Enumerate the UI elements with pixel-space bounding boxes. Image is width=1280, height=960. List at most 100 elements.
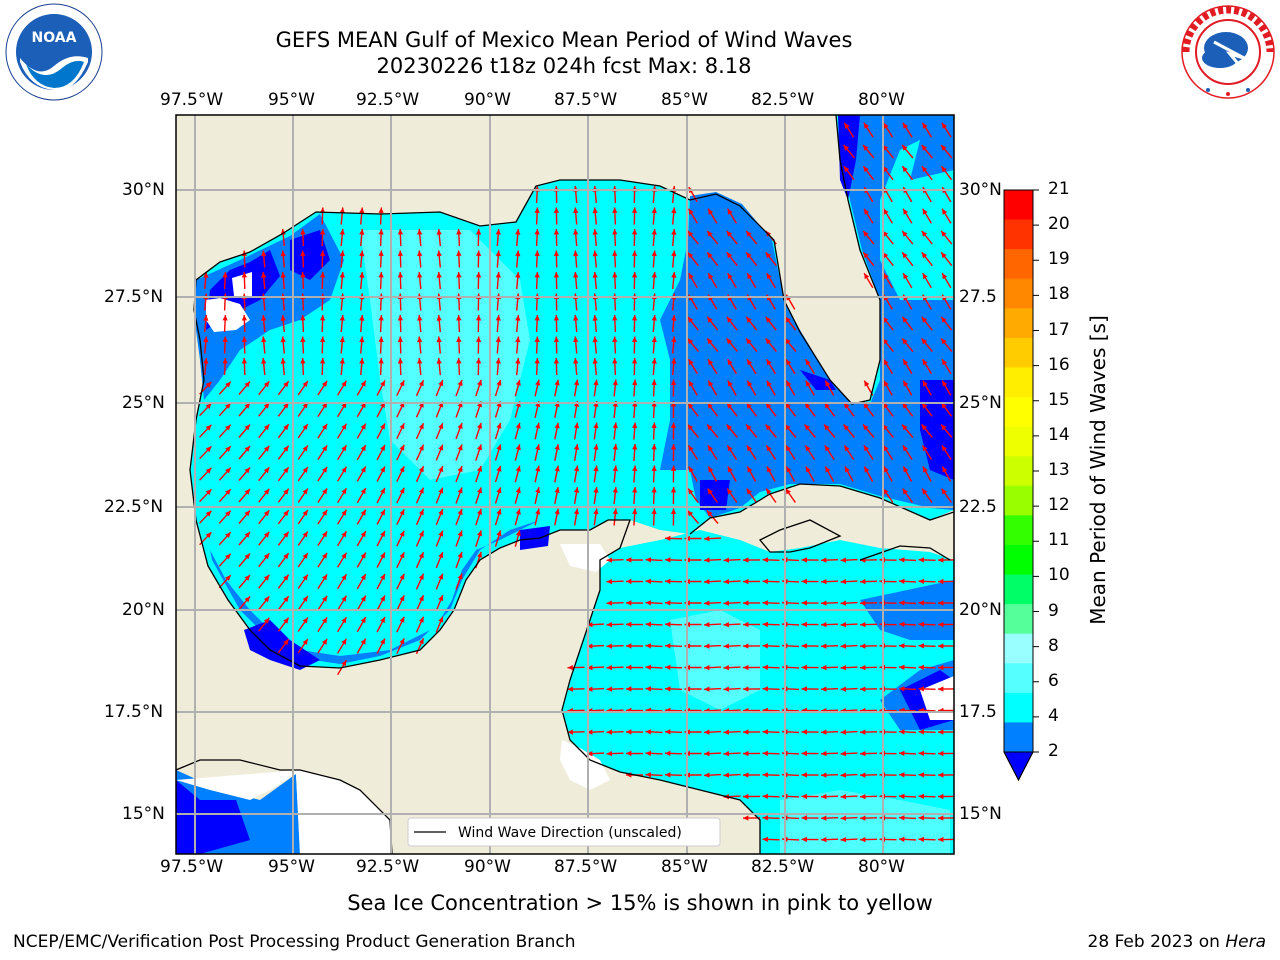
wind-wave-arrowhead [341,531,347,538]
wind-wave-arrowhead [651,444,657,450]
wind-wave-arrowhead [801,621,807,628]
wind-wave-arrowhead [535,379,541,386]
wind-wave-arrowhead [801,557,807,563]
wind-wave-arrowhead [456,250,462,256]
wind-wave-arrowhead [573,465,580,472]
wind-wave-arrowhead [593,465,599,472]
wind-wave-arrowhead [360,380,366,387]
wind-wave-arrowhead [704,557,710,563]
wind-wave-arrowhead [322,638,328,645]
wind-wave-arrowhead [688,380,694,387]
wind-wave-arrowhead [821,815,827,821]
wind-wave-arrowhead [320,272,326,278]
wind-wave-arrowhead [283,553,289,560]
wind-wave-arrowhead [645,621,651,627]
wind-wave-arrowhead [606,643,612,649]
wind-wave-arrowhead [280,272,286,278]
wind-wave-arrowhead [359,336,365,343]
wind-wave-arrowhead [399,423,405,430]
wind-wave-arrowhead [612,422,618,429]
wind-wave-arrowhead [727,445,733,452]
caribbean-pale-region [670,610,760,710]
wind-wave-arrowhead [380,488,385,494]
eastern-gulf-blue [660,115,954,518]
wind-wave-arrowhead [941,252,947,259]
wind-wave-arrowhead [938,793,944,800]
wind-wave-arrowhead [670,379,677,385]
wind-wave-arrowhead [241,358,247,364]
wind-wave-arrowhead [457,530,463,537]
wind-wave-arrowhead [665,772,671,778]
wind-wave-arrowhead [632,379,638,386]
wind-wave-arrowhead [903,208,909,215]
wind-wave-arrowhead [688,466,694,473]
wind-wave-arrowhead [417,272,423,278]
wind-wave-arrowhead [883,122,889,129]
wind-wave-arrowhead [380,509,385,516]
wind-wave-arrowhead [824,445,830,452]
wind-wave-arrowhead [922,208,928,215]
wind-wave-arrowhead [840,686,846,692]
wind-wave-arrowhead [436,336,442,343]
wind-wave-arrowhead [399,444,405,451]
chart-title-line2: 20230226 t18z 024h fcst Max: 8.18 [376,54,752,78]
wind-wave-arrowhead [341,660,347,667]
wind-wave-arrowhead [341,488,347,495]
wind-wave-arrowhead [339,229,345,235]
wind-wave-arrowhead [727,208,733,215]
wind-wave-arrowhead [612,465,618,472]
wind-wave-arrowhead [918,729,924,735]
wind-wave-arrowhead [632,315,638,321]
wind-wave-arrowhead [632,487,638,493]
wind-wave-arrowhead [360,574,366,581]
wind-wave-arrowhead [222,315,228,321]
wind-wave-arrowhead [244,532,250,538]
wind-wave-arrowhead [378,250,384,256]
wind-wave-arrowhead [418,573,424,580]
wind-wave-arrowhead [418,423,424,430]
wind-wave-arrowhead [225,553,231,560]
wind-wave-arrowhead [612,508,618,515]
wind-wave-arrowhead [942,273,948,280]
wind-wave-arrowhead [860,643,866,649]
wind-wave-arrowhead [863,145,869,151]
wind-wave-arrowhead [921,145,927,151]
wind-wave-arrowhead [341,509,347,516]
wind-wave-arrowhead [283,445,289,452]
wind-wave-arrowhead [922,488,928,495]
wind-wave-arrowhead [882,230,889,237]
wind-wave-arrowhead [687,424,693,431]
wind-wave-arrowhead [918,815,924,821]
wind-wave-arrowhead [573,336,579,343]
wind-wave-arrowhead [553,229,559,235]
wind-wave-arrowhead [844,122,850,129]
wind-wave-arrowhead [587,751,593,757]
wind-wave-arrowhead [612,487,618,493]
colorbar-tick-label: 13 [1048,460,1070,480]
wind-wave-arrowhead [921,230,928,237]
wind-wave-arrowhead [883,445,889,452]
wind-wave-arrowhead [380,423,385,430]
wind-wave-arrowhead [205,424,212,431]
wind-wave-arrowhead [626,750,632,757]
wind-wave-arrowhead [762,815,768,821]
wind-wave-arrowhead [263,574,270,581]
wind-wave-arrowhead [322,552,328,559]
wind-wave-arrowhead [821,837,827,843]
wind-wave-arrowhead [941,145,947,151]
wind-wave-arrowhead [801,664,807,671]
wind-wave-arrowhead [261,250,267,257]
wind-wave-arrowhead [786,466,792,473]
wind-wave-arrowhead [688,445,694,452]
wind-wave-arrowhead [626,643,632,649]
wind-wave-arrowhead [704,729,710,735]
wind-wave-arrowhead [380,595,385,602]
wind-wave-arrowhead [378,358,384,364]
wind-wave-arrowhead [477,444,482,451]
coastal-dark-blue-8 [700,480,730,510]
host-name: Hera [1225,932,1266,952]
wind-wave-arrowhead [942,380,948,387]
colorbar-tick-label: 20 [1048,214,1070,235]
nodata-white-6 [920,676,954,720]
wind-wave-arrowhead [534,229,540,235]
